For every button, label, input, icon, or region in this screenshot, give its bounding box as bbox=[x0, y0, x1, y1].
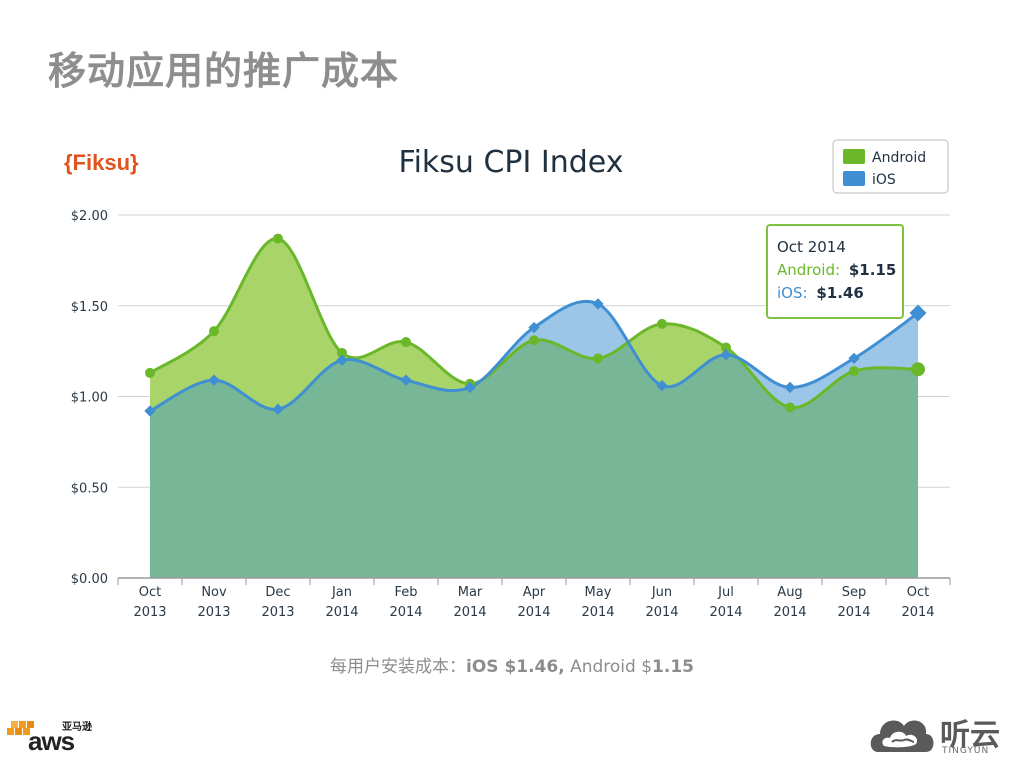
android-point bbox=[209, 326, 219, 337]
x-tick-month: Jan bbox=[331, 585, 352, 600]
data-points bbox=[144, 233, 927, 417]
x-tick-month: Oct bbox=[139, 585, 161, 600]
x-tick-year: 2014 bbox=[645, 605, 678, 620]
y-tick-label: $0.00 bbox=[71, 572, 108, 587]
x-tick-month: Jul bbox=[717, 585, 734, 600]
tooltip-android-label: Android: bbox=[777, 261, 840, 279]
x-tick-year: 2013 bbox=[197, 605, 230, 620]
android-point bbox=[657, 318, 667, 329]
caption-ios: iOS $1.46, bbox=[466, 657, 565, 677]
aws-cubes-icon bbox=[7, 721, 34, 735]
legend-swatch-android bbox=[843, 149, 865, 164]
x-tick-month: Jun bbox=[651, 585, 672, 600]
aws-wordmark: aws bbox=[28, 726, 75, 756]
tooltip-ios: iOS: $1.46 bbox=[777, 284, 864, 302]
ios-point bbox=[528, 321, 540, 334]
x-tick-year: 2014 bbox=[453, 605, 486, 620]
x-tick-month: Oct bbox=[907, 585, 929, 600]
aws-cn-label: 亚马逊 bbox=[62, 722, 92, 733]
caption-android-value: 1.15 bbox=[652, 657, 694, 677]
android-point bbox=[273, 233, 283, 244]
y-tick-label: $1.00 bbox=[71, 391, 108, 406]
x-tick-year: 2013 bbox=[133, 605, 166, 620]
tooltip-ios-label: iOS: bbox=[777, 284, 808, 302]
ios-point bbox=[400, 374, 412, 386]
android-point bbox=[145, 367, 155, 378]
x-tick-month: Sep bbox=[842, 585, 867, 600]
x-tick-month: Mar bbox=[458, 585, 483, 600]
legend-label-ios: iOS bbox=[872, 172, 896, 188]
x-tick-month: Aug bbox=[777, 585, 802, 600]
tingyun-cloud-icon bbox=[870, 720, 934, 752]
x-tick-month: May bbox=[585, 585, 612, 600]
tooltip-title: Oct 2014 bbox=[777, 238, 846, 256]
legend-swatch-ios bbox=[843, 171, 865, 186]
legend: Android iOS bbox=[832, 139, 949, 194]
ios-point bbox=[656, 379, 668, 392]
overlap-area bbox=[150, 301, 918, 578]
caption-prefix: 每用户安装成本： bbox=[330, 657, 466, 677]
y-tick-label: $1.50 bbox=[71, 300, 108, 315]
x-tick-year: 2014 bbox=[325, 605, 358, 620]
android-point bbox=[721, 342, 731, 353]
axes: $0.00 $0.50 $1.00 $1.50 $2.00 Oct 2013 Nov 2013 D… bbox=[71, 209, 951, 620]
android-point bbox=[401, 337, 411, 348]
ios-point bbox=[720, 349, 732, 361]
caption-android-label: Android $ bbox=[564, 657, 653, 677]
x-tick-year: 2014 bbox=[709, 605, 742, 620]
chart-title: Fiksu CPI Index bbox=[399, 145, 624, 180]
ios-point bbox=[909, 304, 927, 322]
fiksu-logo: {Fiksu} bbox=[64, 150, 139, 175]
ios-point bbox=[208, 374, 220, 386]
tingyun-cn-label: 听云 bbox=[940, 718, 1000, 753]
tingyun-en-label: TINGYUN bbox=[942, 746, 990, 756]
tooltip-android-value: $1.15 bbox=[849, 261, 896, 279]
android-point bbox=[785, 402, 795, 413]
x-tick-month: Nov bbox=[201, 585, 227, 600]
tooltip: Oct 2014 Android: $1.15 iOS: $1.46 bbox=[766, 224, 904, 319]
android-point bbox=[593, 353, 603, 364]
x-tick-year: 2013 bbox=[261, 605, 294, 620]
ios-point bbox=[464, 381, 476, 394]
ios-point bbox=[336, 354, 348, 366]
slide-title: 移动应用的推广成本 bbox=[48, 49, 400, 93]
x-tick-year: 2014 bbox=[581, 605, 614, 620]
android-point bbox=[849, 366, 859, 377]
x-tick-year: 2014 bbox=[389, 605, 422, 620]
x-tick-year: 2014 bbox=[517, 605, 550, 620]
x-tick-year: 2014 bbox=[837, 605, 870, 620]
ios-point bbox=[784, 381, 796, 394]
ios-point bbox=[848, 352, 860, 365]
area-fills bbox=[150, 238, 918, 578]
android-point bbox=[911, 362, 925, 377]
tooltip-ios-value: $1.46 bbox=[816, 284, 863, 302]
x-tick-year: 2014 bbox=[901, 605, 934, 620]
caption: 每用户安装成本：iOS $1.46, Android $1.15 bbox=[0, 652, 1024, 677]
ios-point bbox=[272, 403, 284, 415]
x-tick-month: Apr bbox=[523, 585, 546, 600]
android-point bbox=[337, 347, 347, 358]
aws-logo: 亚马逊 aws bbox=[4, 716, 104, 760]
android-point bbox=[529, 335, 539, 346]
x-tick-month: Feb bbox=[394, 585, 417, 600]
tooltip-android: Android: $1.15 bbox=[777, 261, 896, 279]
x-tick-month: Dec bbox=[265, 585, 290, 600]
legend-label-android: Android bbox=[872, 150, 926, 166]
ios-point bbox=[144, 405, 156, 417]
x-tick-year: 2014 bbox=[773, 605, 806, 620]
ios-point bbox=[592, 298, 604, 310]
tingyun-logo: 听云 TINGYUN bbox=[870, 706, 1010, 762]
y-tick-label: $2.00 bbox=[71, 209, 108, 224]
y-tick-label: $0.50 bbox=[71, 481, 108, 496]
